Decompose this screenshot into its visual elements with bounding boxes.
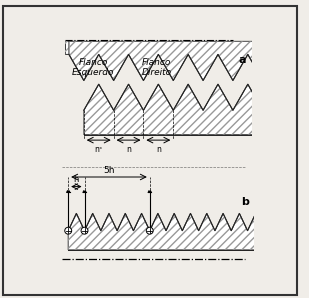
Text: Flanco
Direito: Flanco Direito bbox=[142, 58, 171, 77]
Text: Flanco
Esquerdo: Flanco Esquerdo bbox=[72, 58, 114, 77]
Circle shape bbox=[65, 227, 72, 234]
Polygon shape bbox=[69, 41, 277, 80]
Circle shape bbox=[146, 227, 153, 234]
Circle shape bbox=[81, 227, 88, 234]
Text: n: n bbox=[126, 145, 131, 154]
Text: n: n bbox=[156, 145, 161, 154]
Text: a: a bbox=[239, 55, 246, 65]
Text: nˣ: nˣ bbox=[95, 145, 103, 154]
Text: h: h bbox=[74, 175, 79, 184]
Polygon shape bbox=[68, 213, 264, 250]
Polygon shape bbox=[65, 41, 229, 55]
Polygon shape bbox=[84, 84, 263, 134]
Text: 5h: 5h bbox=[103, 166, 115, 175]
Text: b: b bbox=[241, 197, 249, 207]
